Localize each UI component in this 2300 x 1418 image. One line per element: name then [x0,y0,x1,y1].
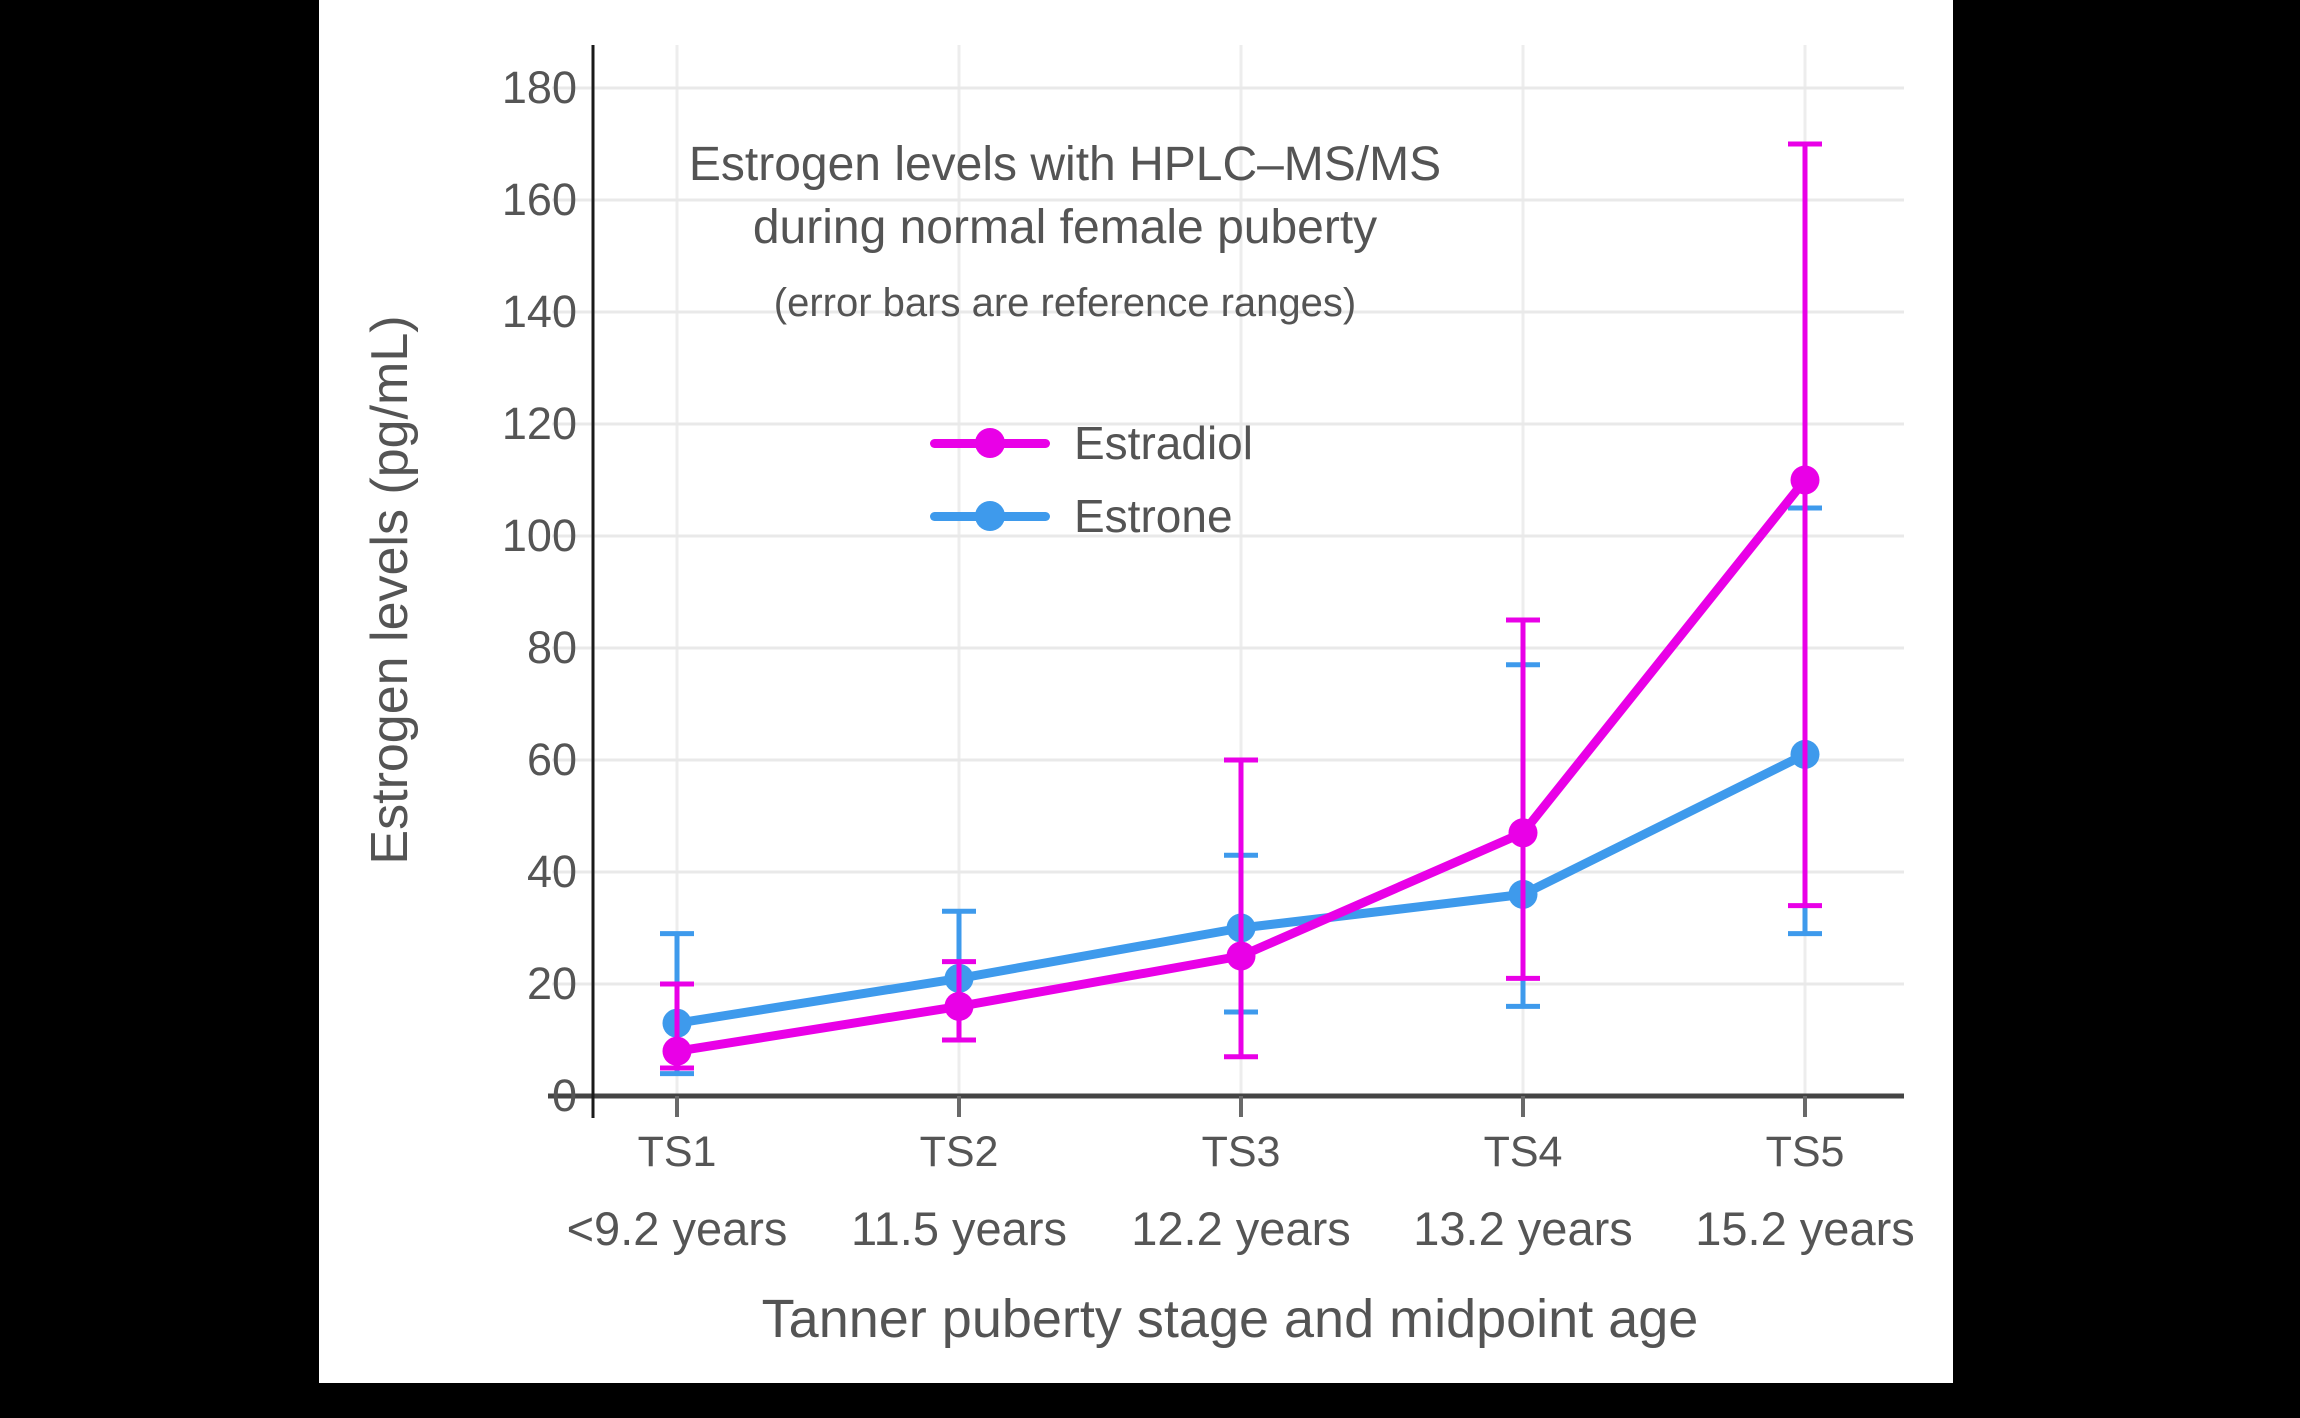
x-tick-label-TS5: TS5 [1765,1128,1845,1176]
y-tick-label-100: 100 [501,510,577,561]
y-tick-label-0: 0 [551,1070,577,1121]
y-tick-label-40: 40 [526,846,577,897]
chart-panel: Estrogen levels with HPLC–MS/MS during n… [319,0,1953,1383]
legend-item-estradiol[interactable]: Estradiol [930,413,1253,473]
estradiol-point-TS2[interactable] [944,991,974,1021]
y-tick-label-180: 180 [501,62,577,113]
chart-title-line1: Estrogen levels with HPLC–MS/MS [688,138,1442,191]
estradiol-point-TS1[interactable] [662,1036,692,1066]
estradiol-line-swatch [930,428,1050,458]
age-label-TS5: 15.2 years [1695,1202,1915,1255]
estrogen-line-chart [548,45,1904,1118]
estrone-marker-icon [975,501,1005,531]
estradiol-point-TS4[interactable] [1508,818,1538,848]
chart-title-line2: during normal female puberty [752,201,1378,254]
estradiol-marker-icon [975,428,1005,458]
age-label-TS2: 11.5 years [851,1202,1067,1255]
legend-item-estrone[interactable]: Estrone [930,486,1233,546]
estradiol-point-TS3[interactable] [1226,941,1256,971]
x-axis-title: Tanner puberty stage and midpoint age [761,1289,1699,1349]
x-tick-label-TS2: TS2 [919,1128,999,1176]
y-tick-label-20: 20 [526,958,577,1009]
y-tick-label-160: 160 [501,174,577,225]
y-tick-label-140: 140 [501,286,577,337]
y-tick-label-60: 60 [526,734,577,785]
legend-label-estradiol: Estradiol [1074,417,1253,469]
y-tick-label-120: 120 [501,398,577,449]
x-tick-label-TS3: TS3 [1201,1128,1281,1176]
chart-subtitle: (error bars are reference ranges) [773,281,1357,325]
y-axis-title: Estrogen levels (pg/mL) [361,315,419,865]
estradiol-point-TS5[interactable] [1790,465,1820,495]
x-tick-label-TS4: TS4 [1483,1128,1563,1176]
age-label-TS1: <9.2 years [566,1202,788,1255]
age-label-TS3: 12.2 years [1131,1202,1351,1255]
legend-label-estrone: Estrone [1074,490,1233,542]
x-tick-label-TS1: TS1 [637,1128,717,1176]
age-label-TS4: 13.2 years [1413,1202,1633,1255]
estrone-line-swatch [930,501,1050,531]
y-tick-label-80: 80 [526,622,577,673]
